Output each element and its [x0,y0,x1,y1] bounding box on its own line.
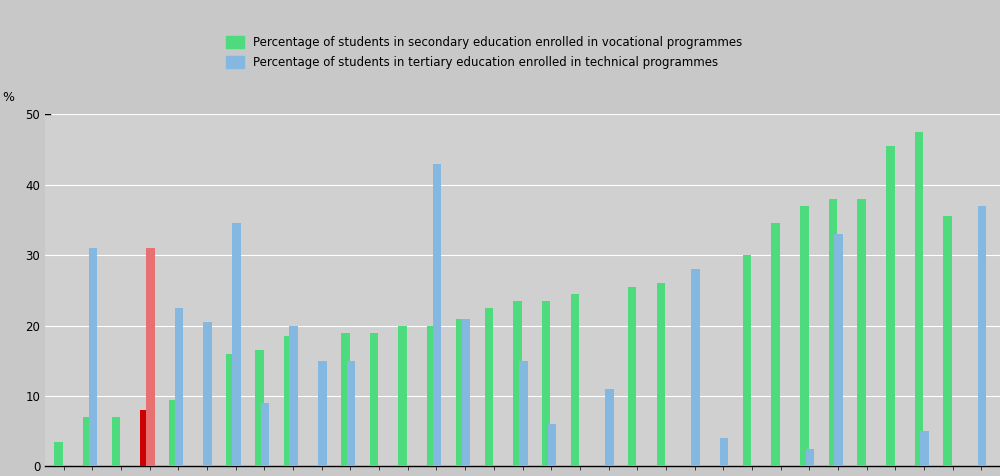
Bar [232,223,241,466]
Bar [920,431,929,466]
Bar [83,417,92,466]
Bar [571,294,579,466]
Bar [771,223,780,466]
Bar [519,361,528,466]
Bar [800,206,809,466]
Bar [341,333,350,466]
Bar [89,248,97,466]
Bar [834,234,843,466]
Bar [542,301,550,466]
Bar [347,361,355,466]
Bar [548,424,556,466]
Bar [175,308,183,466]
Bar [169,399,178,466]
Legend: Percentage of students in secondary education enrolled in vocational programmes,: Percentage of students in secondary educ… [226,36,742,69]
Bar [829,199,837,466]
Bar [456,318,464,466]
Bar [284,336,292,466]
Bar [289,326,298,466]
Bar [915,132,923,466]
Text: %: % [2,90,14,104]
Bar [427,326,436,466]
Bar [743,255,751,466]
Bar [691,269,700,466]
Bar [261,403,269,466]
Bar [370,333,378,466]
Bar [462,318,470,466]
Bar [657,283,665,466]
Bar [433,164,441,466]
Bar [398,326,407,466]
Bar [978,206,986,466]
Bar [255,350,264,466]
Bar [203,322,212,466]
Bar [146,248,155,466]
Bar [112,417,120,466]
Bar [513,301,522,466]
Bar [54,442,63,466]
Bar [886,146,895,466]
Bar [720,438,728,466]
Bar [318,361,327,466]
Bar [628,287,636,466]
Bar [857,199,866,466]
Bar [943,217,952,466]
Bar [140,410,149,466]
Bar [226,354,235,466]
Bar [605,389,614,466]
Bar [806,449,814,466]
Bar [485,308,493,466]
